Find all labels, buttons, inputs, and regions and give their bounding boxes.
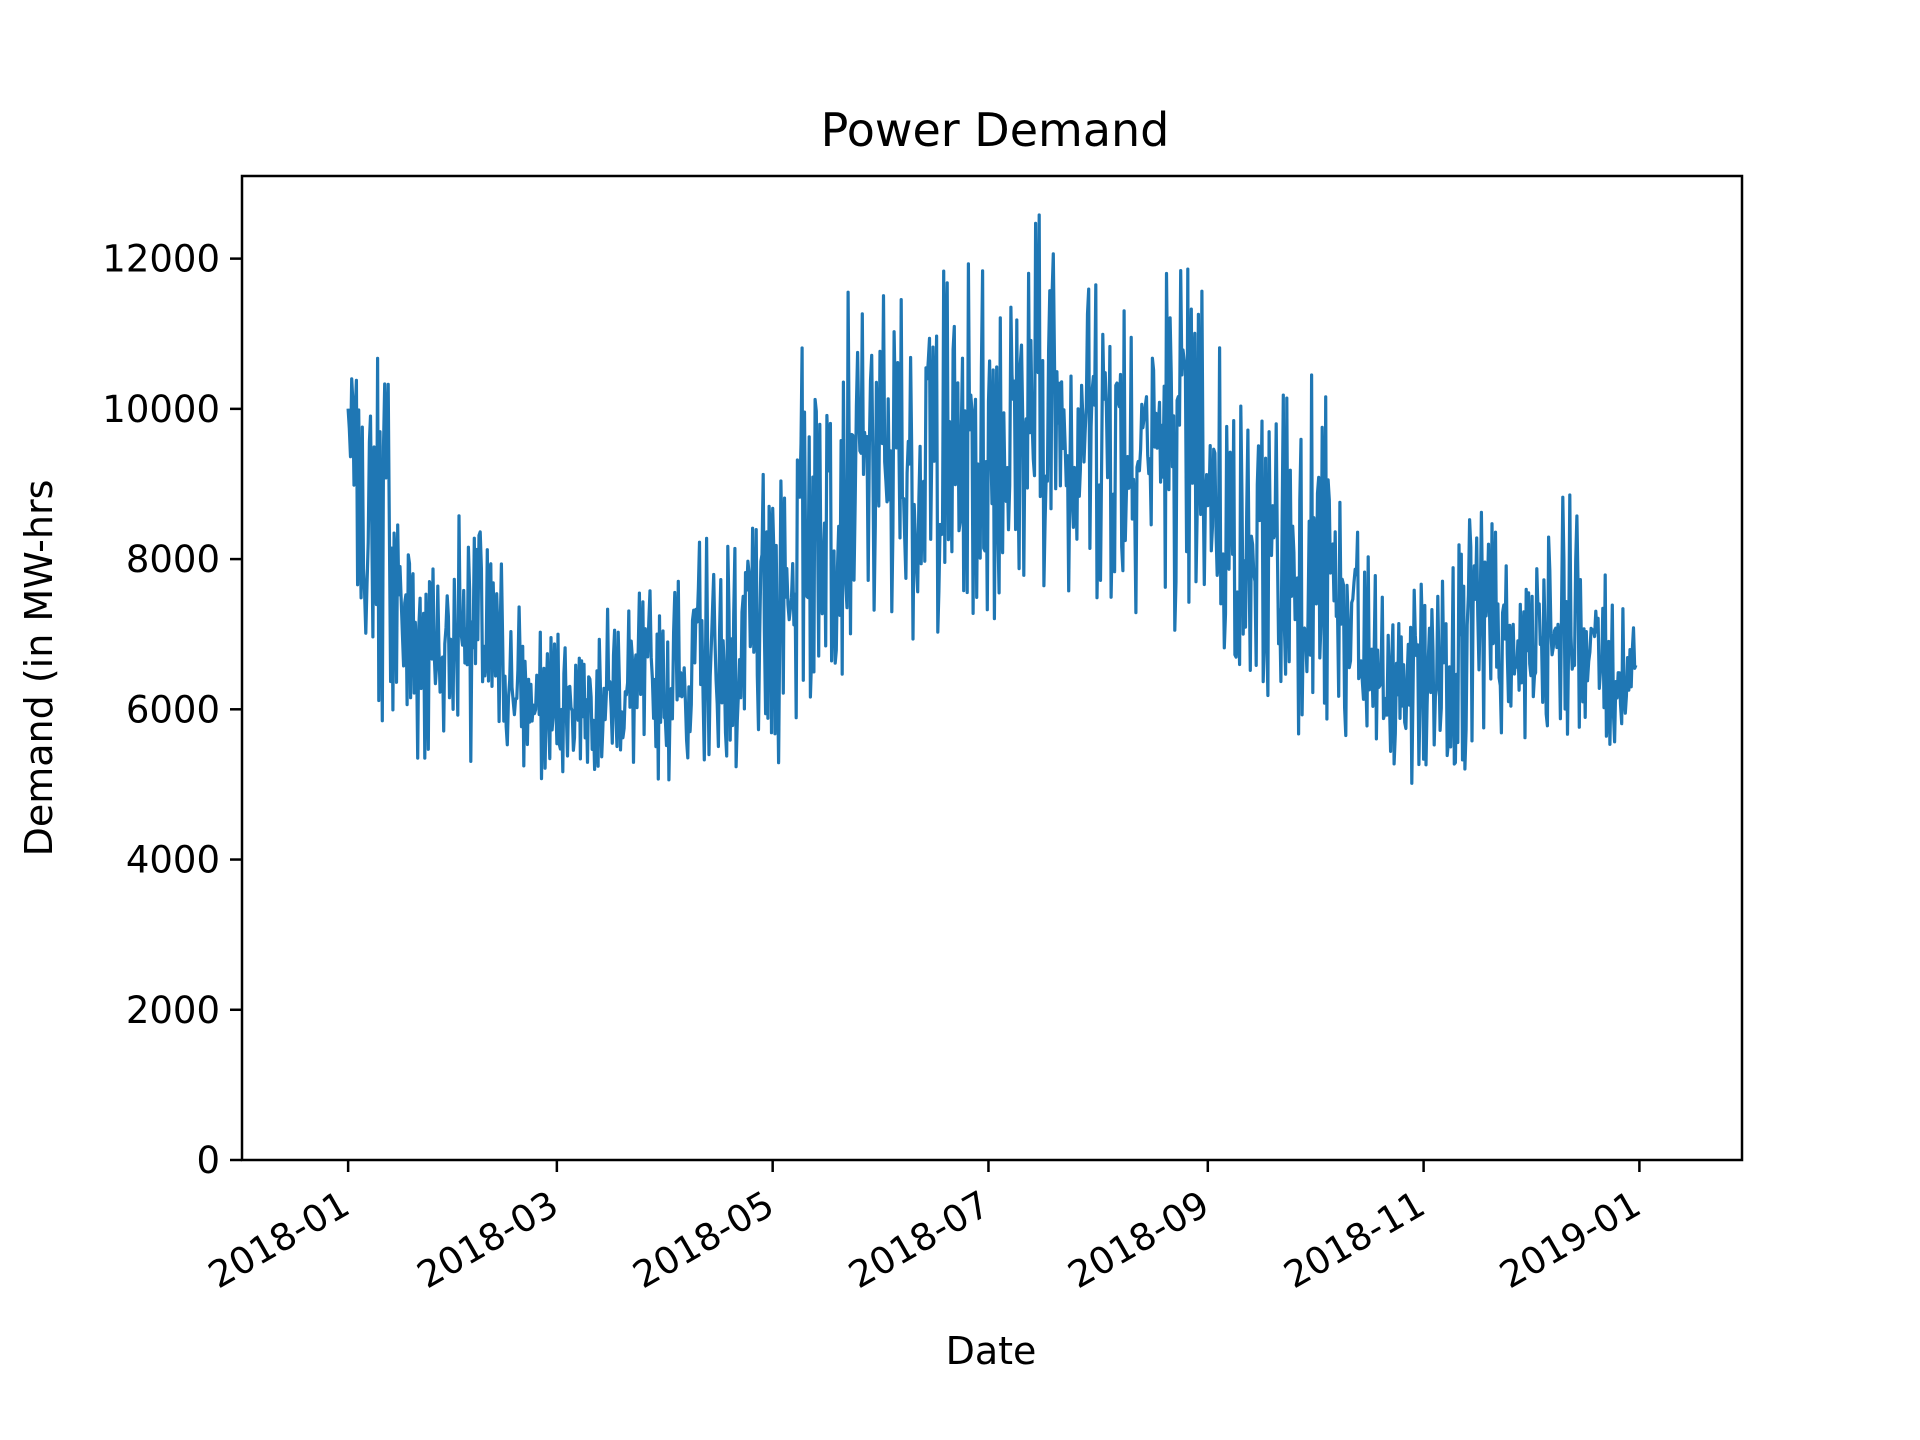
x-axis-label: Date xyxy=(946,1329,1037,1373)
chart-title: Power Demand xyxy=(821,103,1170,157)
demand-line-path xyxy=(346,213,1638,785)
demand-series-line xyxy=(346,213,1638,785)
y-tick-label: 2000 xyxy=(126,989,220,1032)
y-tick-label: 4000 xyxy=(126,839,220,882)
y-tick-label: 8000 xyxy=(126,538,220,581)
y-axis-label: Demand (in MW-hrs xyxy=(17,480,61,857)
y-tick-label: 6000 xyxy=(126,688,220,731)
y-tick-label: 0 xyxy=(196,1139,220,1182)
plot-area-frame xyxy=(240,174,1744,1162)
y-tick-label: 12000 xyxy=(102,238,220,281)
y-tick-label: 10000 xyxy=(102,388,220,431)
y-axis-ticks: 0 2000 4000 6000 8000 10000 12000 xyxy=(102,238,242,1182)
